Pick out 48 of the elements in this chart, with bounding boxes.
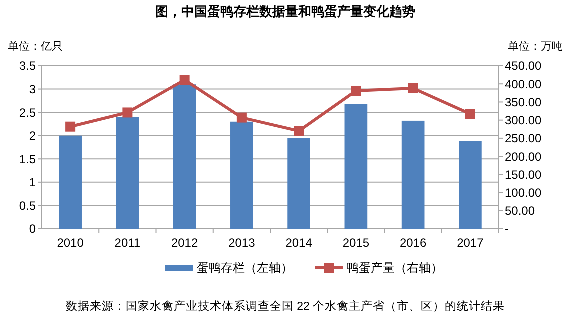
y2-axis-title: 单位：万吨 xyxy=(508,40,563,53)
y2-tick-label: - xyxy=(505,222,509,236)
bar xyxy=(344,104,368,229)
y-tick-label: 1.5 xyxy=(19,152,36,166)
bar xyxy=(116,117,140,229)
x-tick-label: 2016 xyxy=(400,236,427,250)
point xyxy=(294,126,304,136)
bar xyxy=(59,136,82,229)
chart-title: 图，中国蛋鸭存栏数据量和鸭蛋产量变化趋势 xyxy=(156,4,416,19)
y2-tick-label: 350.00 xyxy=(505,95,542,110)
y-tick-label: 0.5 xyxy=(19,198,36,213)
y-tick-label: 3.5 xyxy=(19,59,36,74)
bar xyxy=(288,138,310,229)
x-tick-label: 2010 xyxy=(57,236,84,250)
source-note: 数据来源：国家水禽产业技术体系调查全国 22 个水禽主产省（市、区）的统计结果 xyxy=(66,299,506,313)
x-tick-label: 2012 xyxy=(171,236,198,250)
bar xyxy=(173,84,196,229)
point xyxy=(122,108,133,118)
legend-label: 蛋鸭存栏（左轴） xyxy=(197,261,293,276)
y2-tick-label: 100.00 xyxy=(505,186,542,200)
x-tick-label: 2014 xyxy=(286,236,313,250)
x-tick-label: 2017 xyxy=(457,236,484,250)
y2-tick-label: 300.00 xyxy=(505,114,542,128)
bar xyxy=(230,122,254,229)
x-tick-label: 2015 xyxy=(342,236,370,250)
y2-tick-label: 250.00 xyxy=(505,132,542,146)
legend-label: 鸭蛋产量（右轴） xyxy=(347,261,443,276)
x-tick-label: 2013 xyxy=(228,236,256,250)
point xyxy=(465,109,476,120)
y2-tick-label: 400.00 xyxy=(505,77,542,92)
y2-tick-label: 450.00 xyxy=(505,59,542,74)
y-tick-label: 0 xyxy=(29,222,36,236)
y-axis-title: 单位：亿只 xyxy=(8,40,63,53)
y-tick-label: 1 xyxy=(29,176,36,190)
x-tick-label: 2011 xyxy=(114,236,141,250)
point xyxy=(180,75,190,86)
y2-tick-label: 50.00 xyxy=(505,204,536,218)
bar xyxy=(459,141,482,229)
point xyxy=(66,122,76,132)
y-tick-label: 2.5 xyxy=(19,106,36,120)
point xyxy=(351,86,362,96)
point xyxy=(408,83,418,94)
y-tick-label: 2 xyxy=(29,129,36,144)
point xyxy=(236,112,247,123)
y2-tick-label: 150.00 xyxy=(505,168,542,182)
y-tick-label: 3 xyxy=(29,82,36,96)
y2-tick-label: 200.00 xyxy=(505,150,542,164)
bar xyxy=(402,120,425,229)
